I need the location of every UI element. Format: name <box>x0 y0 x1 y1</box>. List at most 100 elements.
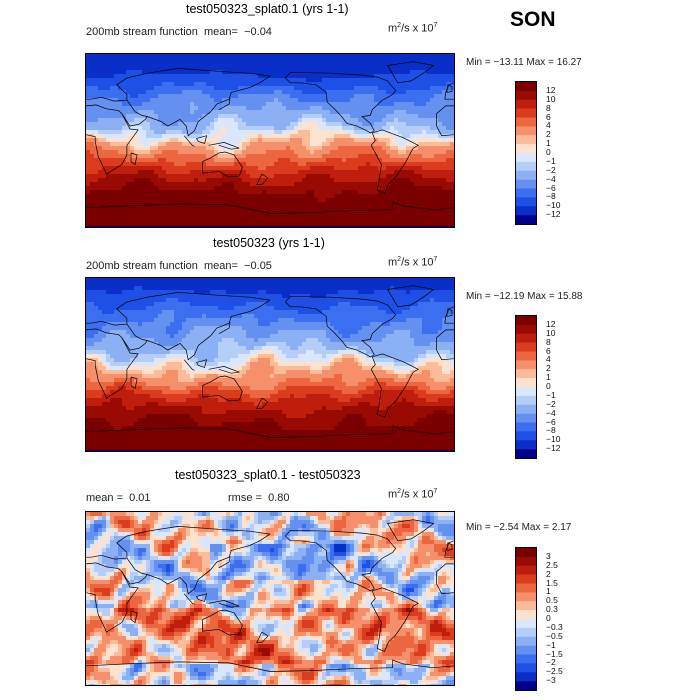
field-cell <box>346 90 351 95</box>
field-cell <box>158 54 163 59</box>
field-cell <box>154 154 159 159</box>
field-cell <box>154 310 159 315</box>
field-cell <box>222 286 227 291</box>
field-cell <box>342 282 347 287</box>
field-cell <box>334 122 339 127</box>
field-cell <box>358 162 363 167</box>
field-cell <box>378 118 383 123</box>
field-cell <box>98 114 103 119</box>
field-cell <box>402 290 407 295</box>
field-cell <box>306 218 311 223</box>
field-cell <box>282 66 287 71</box>
field-cell <box>130 166 135 171</box>
field-cell <box>150 306 155 311</box>
field-cell <box>366 66 371 71</box>
field-cell <box>274 110 279 115</box>
coastline <box>130 152 138 166</box>
field-cell <box>438 62 443 67</box>
field-cell <box>382 126 387 131</box>
field-cell <box>162 154 167 159</box>
field-cell <box>278 302 283 307</box>
field-cell <box>170 70 175 75</box>
field-cell <box>266 302 271 307</box>
field-cell <box>290 170 295 175</box>
field-cell <box>402 210 407 215</box>
field-cell <box>250 138 255 143</box>
field-cell <box>238 150 243 155</box>
field-cell <box>198 122 203 127</box>
field-cell <box>262 310 267 315</box>
field-cell <box>118 282 123 287</box>
field-cell <box>234 54 239 59</box>
field-cell <box>410 114 415 119</box>
field-cell <box>366 114 371 119</box>
field-cell <box>182 158 187 163</box>
field-cell <box>202 214 207 219</box>
field-cell <box>210 62 215 67</box>
field-cell <box>398 218 403 223</box>
field-cell <box>94 82 99 87</box>
field-cell <box>222 98 227 103</box>
field-cell <box>430 102 435 107</box>
field-cell <box>162 86 167 91</box>
field-cell <box>94 122 99 127</box>
field-cell <box>162 90 167 95</box>
field-cell <box>258 306 263 311</box>
field-cell <box>450 122 454 127</box>
field-cell <box>346 166 351 171</box>
field-cell <box>158 126 163 131</box>
field-cell <box>402 170 407 175</box>
field-cell <box>446 190 451 195</box>
field-cell <box>314 222 319 227</box>
field-cell <box>438 194 443 199</box>
field-cell <box>322 190 327 195</box>
field-cell <box>246 70 251 75</box>
field-cell <box>194 190 199 195</box>
field-cell <box>418 98 423 103</box>
field-cell <box>238 290 243 295</box>
field-cell <box>406 302 411 307</box>
field-cell <box>266 278 271 283</box>
field-cell <box>302 202 307 207</box>
field-cell <box>126 82 131 87</box>
field-cell <box>222 206 227 211</box>
field-cell <box>286 130 291 135</box>
field-cell <box>158 118 163 123</box>
field-cell <box>222 278 227 283</box>
field-cell <box>350 186 355 191</box>
field-cell <box>238 306 243 311</box>
field-cell <box>174 130 179 135</box>
field-cell <box>198 278 203 283</box>
field-cell <box>310 150 315 155</box>
field-cell <box>326 138 331 143</box>
field-cell <box>326 122 331 127</box>
field-cell <box>438 198 443 203</box>
field-cell <box>346 198 351 203</box>
field-cell <box>234 118 239 123</box>
field-cell <box>210 210 215 215</box>
field-cell <box>142 146 147 151</box>
field-cell <box>270 182 275 187</box>
field-cell <box>406 290 411 295</box>
field-cell <box>94 186 99 191</box>
field-cell <box>270 306 275 311</box>
field-cell <box>122 114 127 119</box>
field-cell <box>234 206 239 211</box>
field-cell <box>106 78 111 83</box>
field-cell <box>102 226 107 227</box>
field-cell <box>418 158 423 163</box>
field-cell <box>206 290 211 295</box>
field-cell <box>430 106 435 111</box>
field-cell <box>294 178 299 183</box>
field-cell <box>194 70 199 75</box>
field-cell <box>382 58 387 63</box>
field-cell <box>178 310 183 315</box>
field-cell <box>198 182 203 187</box>
field-cell <box>362 126 367 131</box>
field-cell <box>266 66 271 71</box>
field-cell <box>146 178 151 183</box>
field-cell <box>174 194 179 199</box>
field-cell <box>126 58 131 63</box>
field-cell <box>258 290 263 295</box>
field-cell <box>158 310 163 315</box>
